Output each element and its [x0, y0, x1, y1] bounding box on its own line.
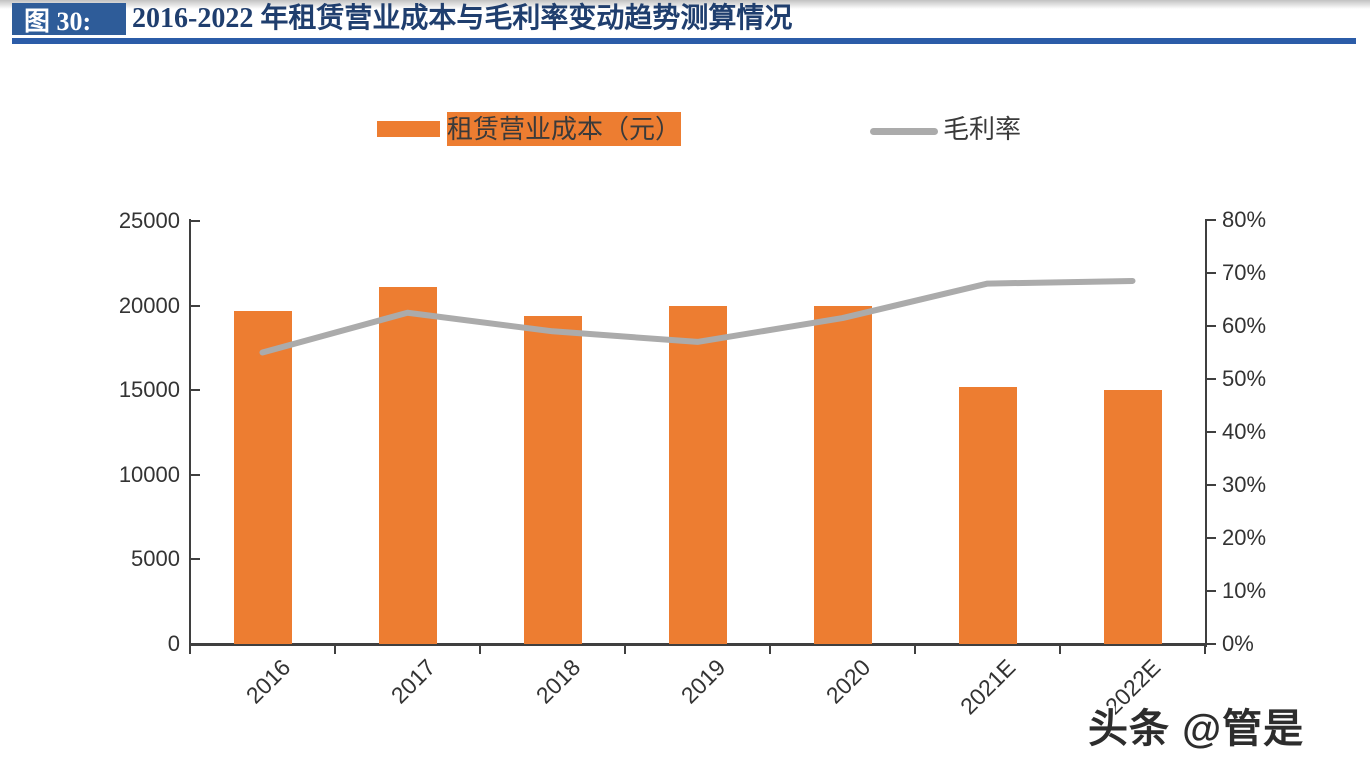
bar-2018 — [523, 315, 582, 644]
y-left-tick-label: 10000 — [118, 461, 180, 487]
legend-line-swatch — [870, 128, 938, 135]
bar-2022E — [1103, 390, 1162, 644]
x-tick-label: 2017 — [385, 654, 440, 709]
bar-2019 — [668, 306, 727, 644]
x-axis-tick — [1059, 646, 1061, 654]
y-left-tick-label: 0 — [167, 631, 180, 656]
x-axis — [189, 643, 1207, 646]
y-right-tick-label: 20% — [1222, 525, 1267, 550]
y-right-tick-label: 10% — [1222, 578, 1267, 603]
page-title: 2016-2022 年租赁营业成本与毛利率变动趋势测算情况 — [132, 3, 793, 34]
x-axis-tick — [334, 646, 336, 654]
x-tick-label: 2021E — [954, 654, 1020, 720]
y-left-tick — [191, 558, 200, 561]
y-right-tick-label: 60% — [1222, 313, 1267, 338]
top-shade — [0, 0, 1370, 9]
y-axis-right — [1205, 219, 1207, 647]
y-right-tick — [1207, 484, 1216, 486]
y-right-tick — [1207, 590, 1216, 592]
legend-bar-label: 租赁营业成本（元） — [447, 112, 682, 146]
y-right-tick — [1207, 643, 1216, 645]
y-left-tick — [191, 389, 200, 392]
y-right-tick-label: 30% — [1222, 472, 1267, 497]
y-right-tick — [1207, 219, 1216, 221]
figure-label-box: 图 30: — [12, 3, 126, 36]
x-axis-tick — [769, 646, 771, 654]
header-rule — [12, 38, 1356, 44]
y-right-tick-label: 50% — [1222, 366, 1267, 391]
y-right-tick-label: 40% — [1222, 419, 1267, 444]
bar-2017 — [378, 286, 437, 644]
y-left-tick — [191, 220, 200, 222]
y-axis-left — [189, 219, 191, 647]
y-left-tick-label: 20000 — [118, 292, 180, 318]
y-right-tick — [1207, 325, 1216, 327]
y-left-tick-label: 25000 — [118, 208, 180, 233]
y-left-tick — [191, 304, 200, 307]
y-right-tick-label: 70% — [1222, 260, 1267, 285]
y-left-tick — [191, 473, 200, 476]
x-tick-label: 2020 — [820, 654, 875, 709]
y-left-tick-label: 5000 — [131, 546, 180, 572]
x-tick-label: 2019 — [675, 654, 730, 709]
watermark: 头条 @管是 — [1088, 707, 1305, 751]
x-axis-tick — [914, 646, 916, 654]
bar-2020 — [813, 306, 872, 644]
x-axis-tick — [189, 646, 191, 654]
x-tick-label: 2016 — [240, 654, 295, 709]
y-left-tick — [191, 643, 200, 645]
y-right-tick — [1207, 378, 1216, 380]
figure-label: 图 30: — [24, 6, 92, 36]
x-tick-label: 2018 — [530, 654, 585, 709]
y-right-tick — [1207, 431, 1216, 433]
legend-bar-swatch — [377, 121, 440, 137]
y-right-tick — [1207, 537, 1216, 539]
legend-line-label: 毛利率 — [943, 114, 1022, 144]
y-left-tick-label: 15000 — [118, 377, 180, 403]
y-right-tick-label: 80% — [1222, 207, 1267, 232]
y-right-tick — [1207, 272, 1216, 274]
y-right-tick-label: 0% — [1222, 631, 1254, 656]
bar-2021E — [958, 386, 1017, 644]
bar-2016 — [233, 310, 292, 644]
x-axis-tick — [479, 646, 481, 654]
x-axis-tick — [1204, 646, 1206, 654]
x-axis-tick — [624, 646, 626, 654]
